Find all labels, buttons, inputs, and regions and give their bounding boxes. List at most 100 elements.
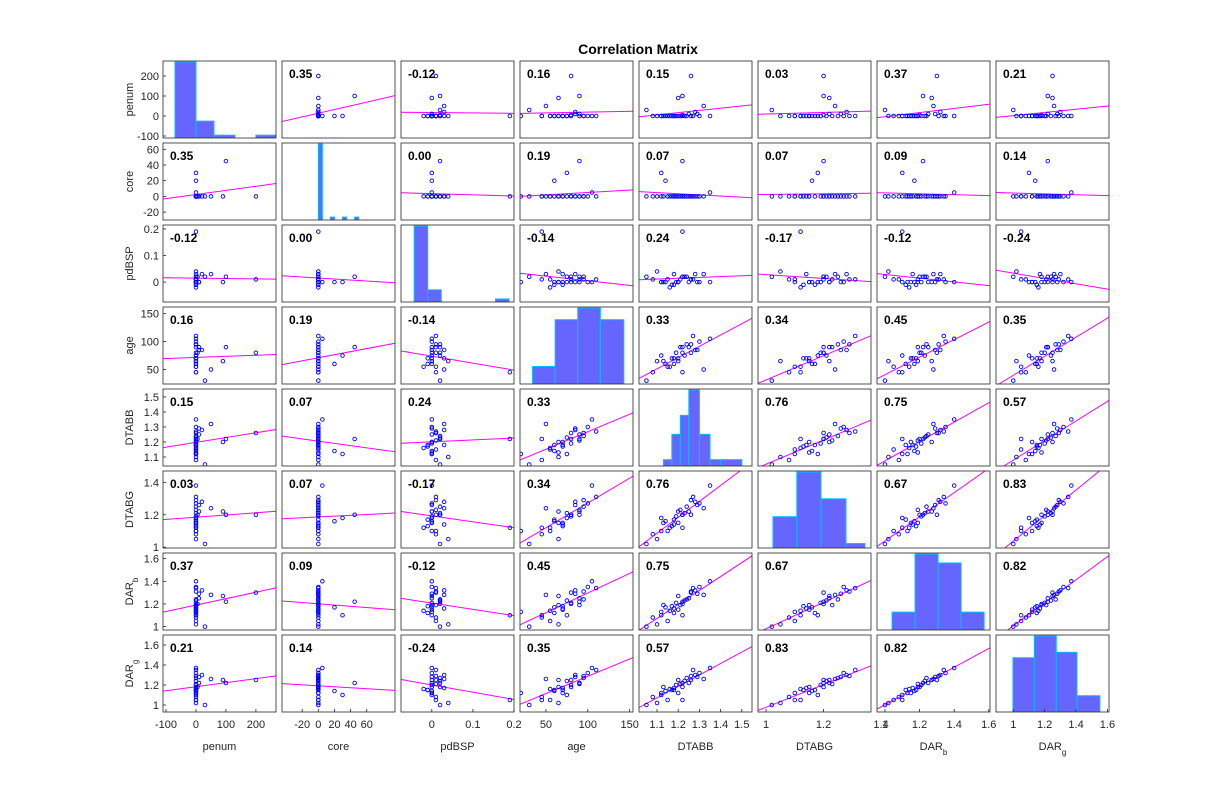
point (835, 274, 841, 280)
point (798, 285, 803, 290)
point (678, 681, 683, 687)
point (951, 336, 957, 342)
point (572, 674, 578, 680)
point (1065, 494, 1071, 500)
point (838, 194, 844, 199)
point (806, 690, 812, 696)
point (429, 609, 435, 615)
panel-content (877, 158, 990, 199)
panel-content (520, 229, 633, 290)
point (891, 113, 896, 119)
point (838, 674, 844, 680)
panel-frame (281, 552, 396, 631)
point (951, 483, 957, 488)
y-tick-label: 100 (141, 91, 159, 103)
point (539, 194, 545, 199)
point (425, 442, 430, 448)
histogram-bar (772, 516, 798, 548)
point (692, 347, 698, 353)
point (1050, 95, 1055, 101)
point (829, 438, 835, 443)
point (199, 271, 205, 277)
point (193, 510, 199, 516)
point (552, 113, 557, 119)
point (786, 277, 792, 282)
point (686, 509, 692, 514)
histogram-bar (891, 611, 916, 630)
point (539, 457, 545, 463)
point (798, 608, 803, 614)
point (1039, 358, 1044, 364)
point (352, 274, 357, 280)
point (564, 170, 570, 176)
point (429, 502, 435, 508)
y-tick-label: 50 (147, 364, 159, 376)
point (433, 113, 439, 119)
point (577, 279, 582, 285)
point (792, 697, 798, 703)
point (316, 421, 321, 427)
correlation-label: 0.03 (765, 67, 789, 81)
point (654, 194, 660, 199)
point (429, 677, 435, 683)
point (564, 613, 570, 618)
point (1018, 525, 1024, 530)
point (1045, 432, 1051, 437)
y-tick-label: 1.2 (144, 437, 159, 449)
point (572, 109, 578, 115)
point (1026, 113, 1032, 119)
point (688, 589, 694, 594)
point (932, 502, 938, 508)
point (446, 454, 451, 460)
x-tick-label: 1.2 (1037, 719, 1052, 731)
point (539, 697, 545, 703)
panel-content (401, 665, 514, 708)
panel-content (1006, 555, 1109, 630)
point (922, 274, 928, 280)
point (429, 350, 435, 356)
panel-content (401, 333, 514, 384)
point (1043, 438, 1049, 443)
point (316, 444, 321, 449)
point (900, 229, 905, 234)
point (886, 358, 891, 364)
point (1051, 506, 1057, 511)
panel-frame (519, 634, 634, 713)
point (841, 670, 846, 676)
point (688, 113, 694, 119)
point (1069, 483, 1074, 488)
fit-line (520, 657, 633, 705)
panel-frame (162, 634, 277, 713)
point (1034, 113, 1040, 119)
x-tick-label: 0 (429, 719, 435, 731)
point (560, 279, 565, 285)
panel-content (163, 333, 276, 384)
point (564, 194, 570, 199)
point (1045, 158, 1051, 164)
point (684, 675, 689, 681)
fit-line (877, 192, 990, 197)
point (891, 697, 896, 703)
point (196, 279, 202, 285)
point (832, 421, 838, 427)
point (934, 73, 940, 79)
point (316, 690, 321, 696)
point (815, 113, 821, 119)
point (556, 677, 561, 683)
fit-line (282, 95, 395, 122)
point (223, 680, 229, 686)
point (564, 515, 570, 521)
point (429, 194, 435, 199)
y-tick-label: 1 (153, 700, 159, 712)
point (847, 430, 852, 436)
point (915, 681, 921, 687)
point (905, 279, 910, 285)
point (929, 358, 934, 364)
y-tick-label: 0.2 (144, 224, 159, 236)
point (1069, 336, 1074, 342)
point (900, 515, 905, 521)
point (193, 361, 199, 367)
point (943, 501, 948, 506)
point (1018, 436, 1024, 442)
point (932, 111, 938, 117)
